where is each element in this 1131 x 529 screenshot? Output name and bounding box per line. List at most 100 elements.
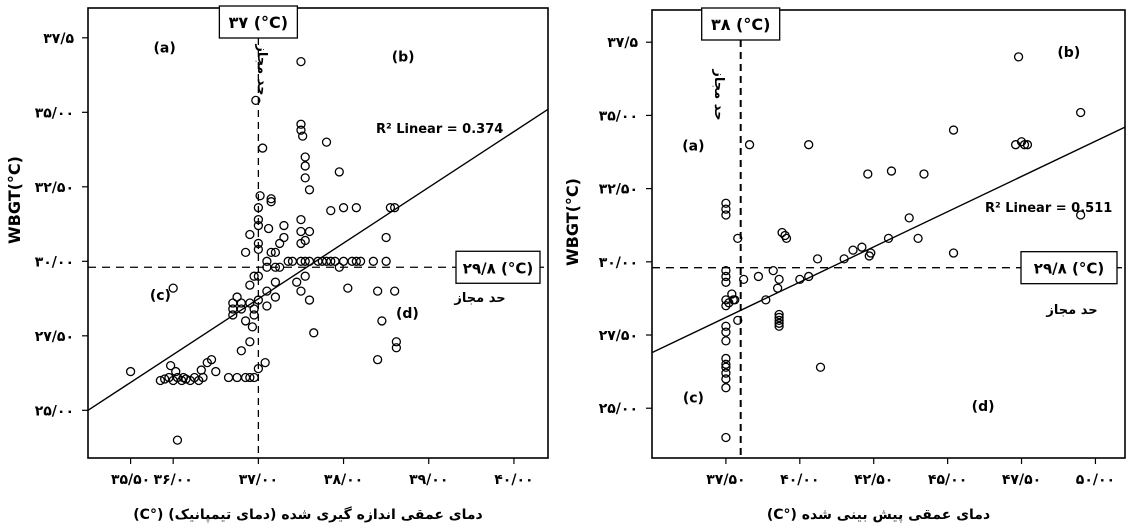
- data-point: [249, 304, 259, 314]
- data-point: [721, 321, 731, 331]
- quadrant-label: (c): [150, 288, 171, 304]
- hline-label: ۲۹/۸ (°C): [463, 259, 533, 277]
- data-point: [804, 271, 814, 282]
- data-point: [262, 256, 272, 266]
- data-point: [948, 125, 959, 135]
- data-point: [351, 203, 361, 213]
- data-point: [223, 372, 234, 383]
- data-point: [253, 214, 264, 225]
- data-point: [245, 298, 255, 308]
- data-point: [1019, 140, 1030, 150]
- data-point: [181, 374, 191, 384]
- data-point: [309, 328, 319, 338]
- data-point: [236, 346, 246, 356]
- data-point: [300, 235, 310, 246]
- data-point: [721, 432, 731, 443]
- data-point: [296, 286, 306, 296]
- data-point: [334, 167, 344, 177]
- data-point: [296, 125, 306, 135]
- data-point: [296, 56, 306, 67]
- y-tick-label: ۳۵/۰۰: [599, 108, 638, 124]
- data-point: [228, 310, 238, 320]
- data-point: [774, 312, 784, 323]
- data-point: [251, 95, 261, 106]
- vline-label-box: [701, 7, 781, 41]
- y-tick-label: ۲۷/۵۰: [35, 329, 74, 345]
- data-point: [196, 365, 206, 375]
- data-point: [768, 265, 778, 276]
- data-point: [275, 238, 285, 249]
- data-point: [733, 315, 743, 326]
- data-point: [781, 233, 792, 244]
- data-point: [1010, 140, 1021, 150]
- x-tick-label: ۴۷/۵۰: [1002, 472, 1041, 488]
- data-point: [338, 203, 349, 213]
- data-point: [275, 262, 285, 272]
- data-point: [368, 256, 379, 266]
- data-point: [863, 169, 873, 179]
- data-point: [721, 265, 731, 276]
- y-tick-label: ۳۰/۰۰: [35, 254, 74, 270]
- x-tick-label: ۳۷/۵۰: [706, 472, 745, 488]
- data-point: [279, 232, 289, 243]
- quadrant-label: (b): [1057, 45, 1080, 61]
- data-point: [296, 226, 306, 237]
- data-point: [245, 372, 255, 383]
- data-point: [245, 229, 255, 240]
- data-point: [304, 226, 315, 237]
- data-point: [253, 271, 264, 281]
- data-point: [240, 247, 251, 258]
- x-tick-label: ۳۶/۰۰: [154, 472, 193, 488]
- y-tick-label: ۲۷/۵۰: [599, 328, 638, 344]
- data-point: [390, 286, 400, 296]
- data-point: [772, 283, 783, 293]
- data-point: [1076, 107, 1086, 118]
- data-point: [774, 318, 784, 328]
- data-point: [721, 362, 731, 372]
- data-point: [738, 274, 749, 285]
- data-point: [296, 214, 306, 225]
- x-tick-label: ۵۰/۰۰: [1076, 472, 1115, 488]
- data-point: [236, 304, 246, 314]
- data-point: [774, 309, 784, 320]
- data-point: [721, 353, 731, 364]
- data-point: [232, 372, 242, 383]
- data-point: [815, 362, 826, 372]
- data-point: [777, 227, 787, 238]
- data-point: [249, 310, 259, 320]
- data-point: [298, 131, 308, 141]
- x-tick-label: ۳۹/۰۰: [409, 472, 448, 488]
- data-point: [253, 238, 264, 249]
- data-point: [1016, 137, 1027, 147]
- x-tick-label: ۴۲/۵۰: [854, 472, 893, 488]
- data-point: [391, 343, 402, 353]
- x-axis-label: دمای عمقی پیش بینی شده (°C): [767, 507, 990, 523]
- data-point: [198, 372, 208, 383]
- y-tick-label: ۲۵/۰۰: [599, 401, 638, 417]
- data-point: [804, 140, 814, 150]
- y-tick-label: ۳۷/۵: [607, 35, 638, 51]
- data-point: [160, 374, 170, 384]
- data-point: [240, 316, 251, 326]
- data-point: [390, 203, 400, 213]
- data-point: [721, 327, 731, 337]
- data-point: [721, 271, 731, 282]
- data-point: [232, 292, 242, 302]
- data-point: [249, 372, 259, 383]
- data-point: [372, 355, 383, 365]
- data-point: [381, 256, 391, 266]
- data-point: [913, 233, 923, 244]
- data-point: [721, 359, 731, 369]
- data-point: [304, 295, 315, 305]
- data-point: [249, 271, 259, 281]
- data-point: [848, 245, 858, 255]
- data-point: [721, 198, 731, 208]
- x-tick-label: ۴۰/۰۰: [494, 472, 533, 488]
- data-point: [304, 185, 315, 195]
- hline-label: ۲۹/۸ (°C): [1034, 260, 1104, 278]
- data-point: [253, 220, 264, 231]
- data-point: [155, 375, 166, 386]
- data-point: [857, 242, 867, 252]
- data-point: [812, 254, 823, 264]
- data-point: [171, 366, 181, 377]
